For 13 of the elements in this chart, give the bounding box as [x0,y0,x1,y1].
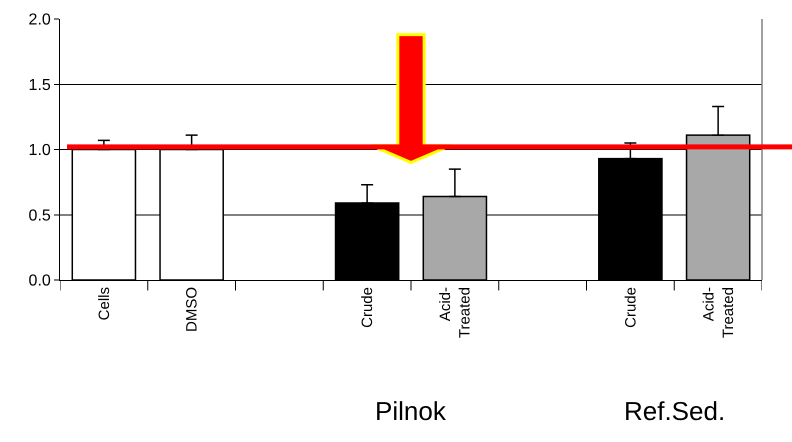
y-tick-label: 0.5 [28,207,51,224]
y-tick-label: 0.0 [28,272,51,290]
x-tick-label: Crude [622,287,640,328]
text: Pilnok [375,396,447,426]
x-tick-label: Cells [96,287,113,320]
x-tick-label: Crude [359,287,376,328]
x-tick-label: DMSO [184,287,201,332]
text: Ref.Sed. [624,396,726,426]
y-tick-label: 1.5 [28,76,51,94]
x-tick-label: Acid-Treated [437,287,474,338]
y-tick-label: 1.0 [28,142,51,160]
x-tick-label: Acid-Treated [700,287,737,338]
y-tick-label: 2.0 [28,12,51,29]
